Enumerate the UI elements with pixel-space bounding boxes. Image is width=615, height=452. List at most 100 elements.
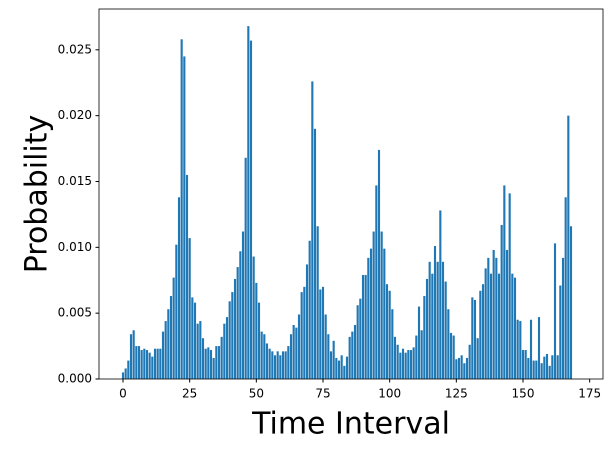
x-tick-label: 0 [119, 387, 127, 401]
bar [561, 257, 565, 379]
bar [167, 309, 170, 379]
bar [356, 305, 359, 379]
bar [551, 355, 554, 379]
bar [465, 357, 469, 379]
x-axis-label: Time Interval [251, 407, 450, 442]
bar [332, 340, 335, 379]
bar [191, 297, 194, 379]
bar [473, 299, 477, 379]
bar [161, 331, 165, 379]
bar [497, 273, 501, 379]
bar [177, 197, 181, 379]
bar [508, 193, 511, 379]
bar [529, 319, 533, 379]
bar [185, 174, 189, 379]
bar [404, 352, 407, 379]
bar [556, 355, 559, 379]
bar [151, 356, 154, 379]
y-tick-label: 0.015 [58, 174, 92, 188]
bar [289, 334, 293, 379]
y-axis-label: Probability [20, 115, 55, 274]
y-tick-label: 0.005 [58, 306, 92, 320]
bar [241, 231, 245, 379]
bar [121, 372, 125, 379]
bar [188, 238, 191, 379]
bar [175, 244, 178, 379]
bar [225, 317, 229, 379]
bar [247, 26, 250, 380]
bar [260, 331, 263, 379]
x-tick-label: 125 [445, 387, 468, 401]
bar [425, 278, 429, 379]
bar [276, 351, 279, 379]
bar [436, 261, 439, 379]
bar [553, 243, 557, 379]
bar [196, 323, 199, 379]
bar [217, 346, 221, 379]
bar [313, 128, 317, 379]
x-tick-label: 150 [512, 387, 535, 401]
bar [183, 56, 186, 380]
bar [444, 281, 447, 379]
bar [212, 357, 215, 379]
bar [207, 347, 210, 379]
bar [249, 40, 253, 379]
y-tick-label: 0.025 [58, 42, 92, 56]
bar [476, 338, 479, 379]
bar [295, 327, 298, 379]
bar [543, 356, 546, 379]
bar [143, 348, 146, 379]
bar [220, 336, 223, 379]
bar [463, 363, 466, 379]
bar [380, 231, 383, 379]
bar [364, 274, 367, 379]
bar [265, 343, 269, 379]
bar [311, 81, 314, 380]
bar [439, 210, 442, 379]
bar [297, 314, 301, 379]
bar [343, 365, 346, 379]
bar [145, 350, 149, 379]
bar [471, 297, 474, 379]
bar [273, 355, 277, 379]
bar [415, 335, 418, 379]
bar [236, 267, 239, 379]
bar [231, 292, 234, 379]
bar [324, 314, 327, 379]
bar [524, 350, 527, 379]
bar [148, 352, 151, 379]
bar [487, 257, 490, 379]
bar [351, 331, 354, 379]
bar [127, 360, 130, 379]
bar [281, 351, 285, 379]
x-tick-label: 25 [182, 387, 197, 401]
bar [377, 149, 381, 379]
bar [215, 346, 218, 379]
bar [567, 115, 570, 380]
bar [340, 355, 343, 379]
bar [527, 357, 530, 379]
bar [505, 249, 509, 379]
bar [361, 274, 365, 379]
bar [521, 350, 525, 379]
bar [564, 197, 567, 379]
bar [209, 350, 213, 379]
bar [489, 273, 493, 379]
bar [263, 334, 266, 379]
bar [548, 365, 551, 379]
bar [172, 277, 175, 379]
bar [233, 278, 237, 379]
bar [303, 286, 306, 379]
bar [327, 334, 330, 379]
bar [337, 360, 341, 379]
bar [495, 257, 498, 379]
bar [255, 282, 258, 379]
bar [201, 338, 205, 379]
bar [399, 352, 402, 379]
bar [199, 321, 202, 379]
bar [257, 302, 261, 379]
bar [503, 185, 506, 379]
bar [279, 355, 282, 379]
bar [271, 351, 274, 379]
bar [428, 261, 431, 379]
